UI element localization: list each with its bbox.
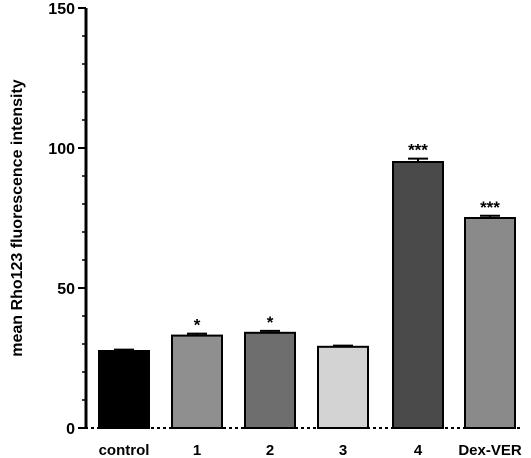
y-tick-label: 50 xyxy=(57,281,75,298)
bar-3 xyxy=(317,345,369,429)
y-tick-label: 0 xyxy=(66,421,75,438)
significance-label: *** xyxy=(408,141,428,160)
bar-1 xyxy=(171,334,223,430)
bar-Dex-VER xyxy=(464,217,516,429)
y-axis-title: mean Rho123 fluorescence intensity xyxy=(9,79,26,357)
y-tick-label: 100 xyxy=(48,141,75,158)
x-tick-label: 3 xyxy=(339,442,347,458)
x-tick-label: control xyxy=(99,442,150,458)
labels-layer: control * 1 * 2 3 *** 4 *** Dex-VER 0 50 100 150 xyxy=(48,1,522,458)
y-tick-label: 150 xyxy=(48,1,75,18)
x-tick-label: Dex-VER xyxy=(458,442,522,458)
x-tick-label: 1 xyxy=(193,442,201,458)
bar-4 xyxy=(392,161,444,429)
x-tick-label: 2 xyxy=(266,442,274,458)
bar-2 xyxy=(244,331,296,429)
bar-control xyxy=(98,350,150,429)
bars-layer xyxy=(98,157,516,430)
significance-label: *** xyxy=(480,198,500,217)
significance-label: * xyxy=(194,316,201,335)
significance-label: * xyxy=(267,313,274,332)
x-tick-label: 4 xyxy=(414,442,423,458)
axes-layer xyxy=(78,7,520,429)
